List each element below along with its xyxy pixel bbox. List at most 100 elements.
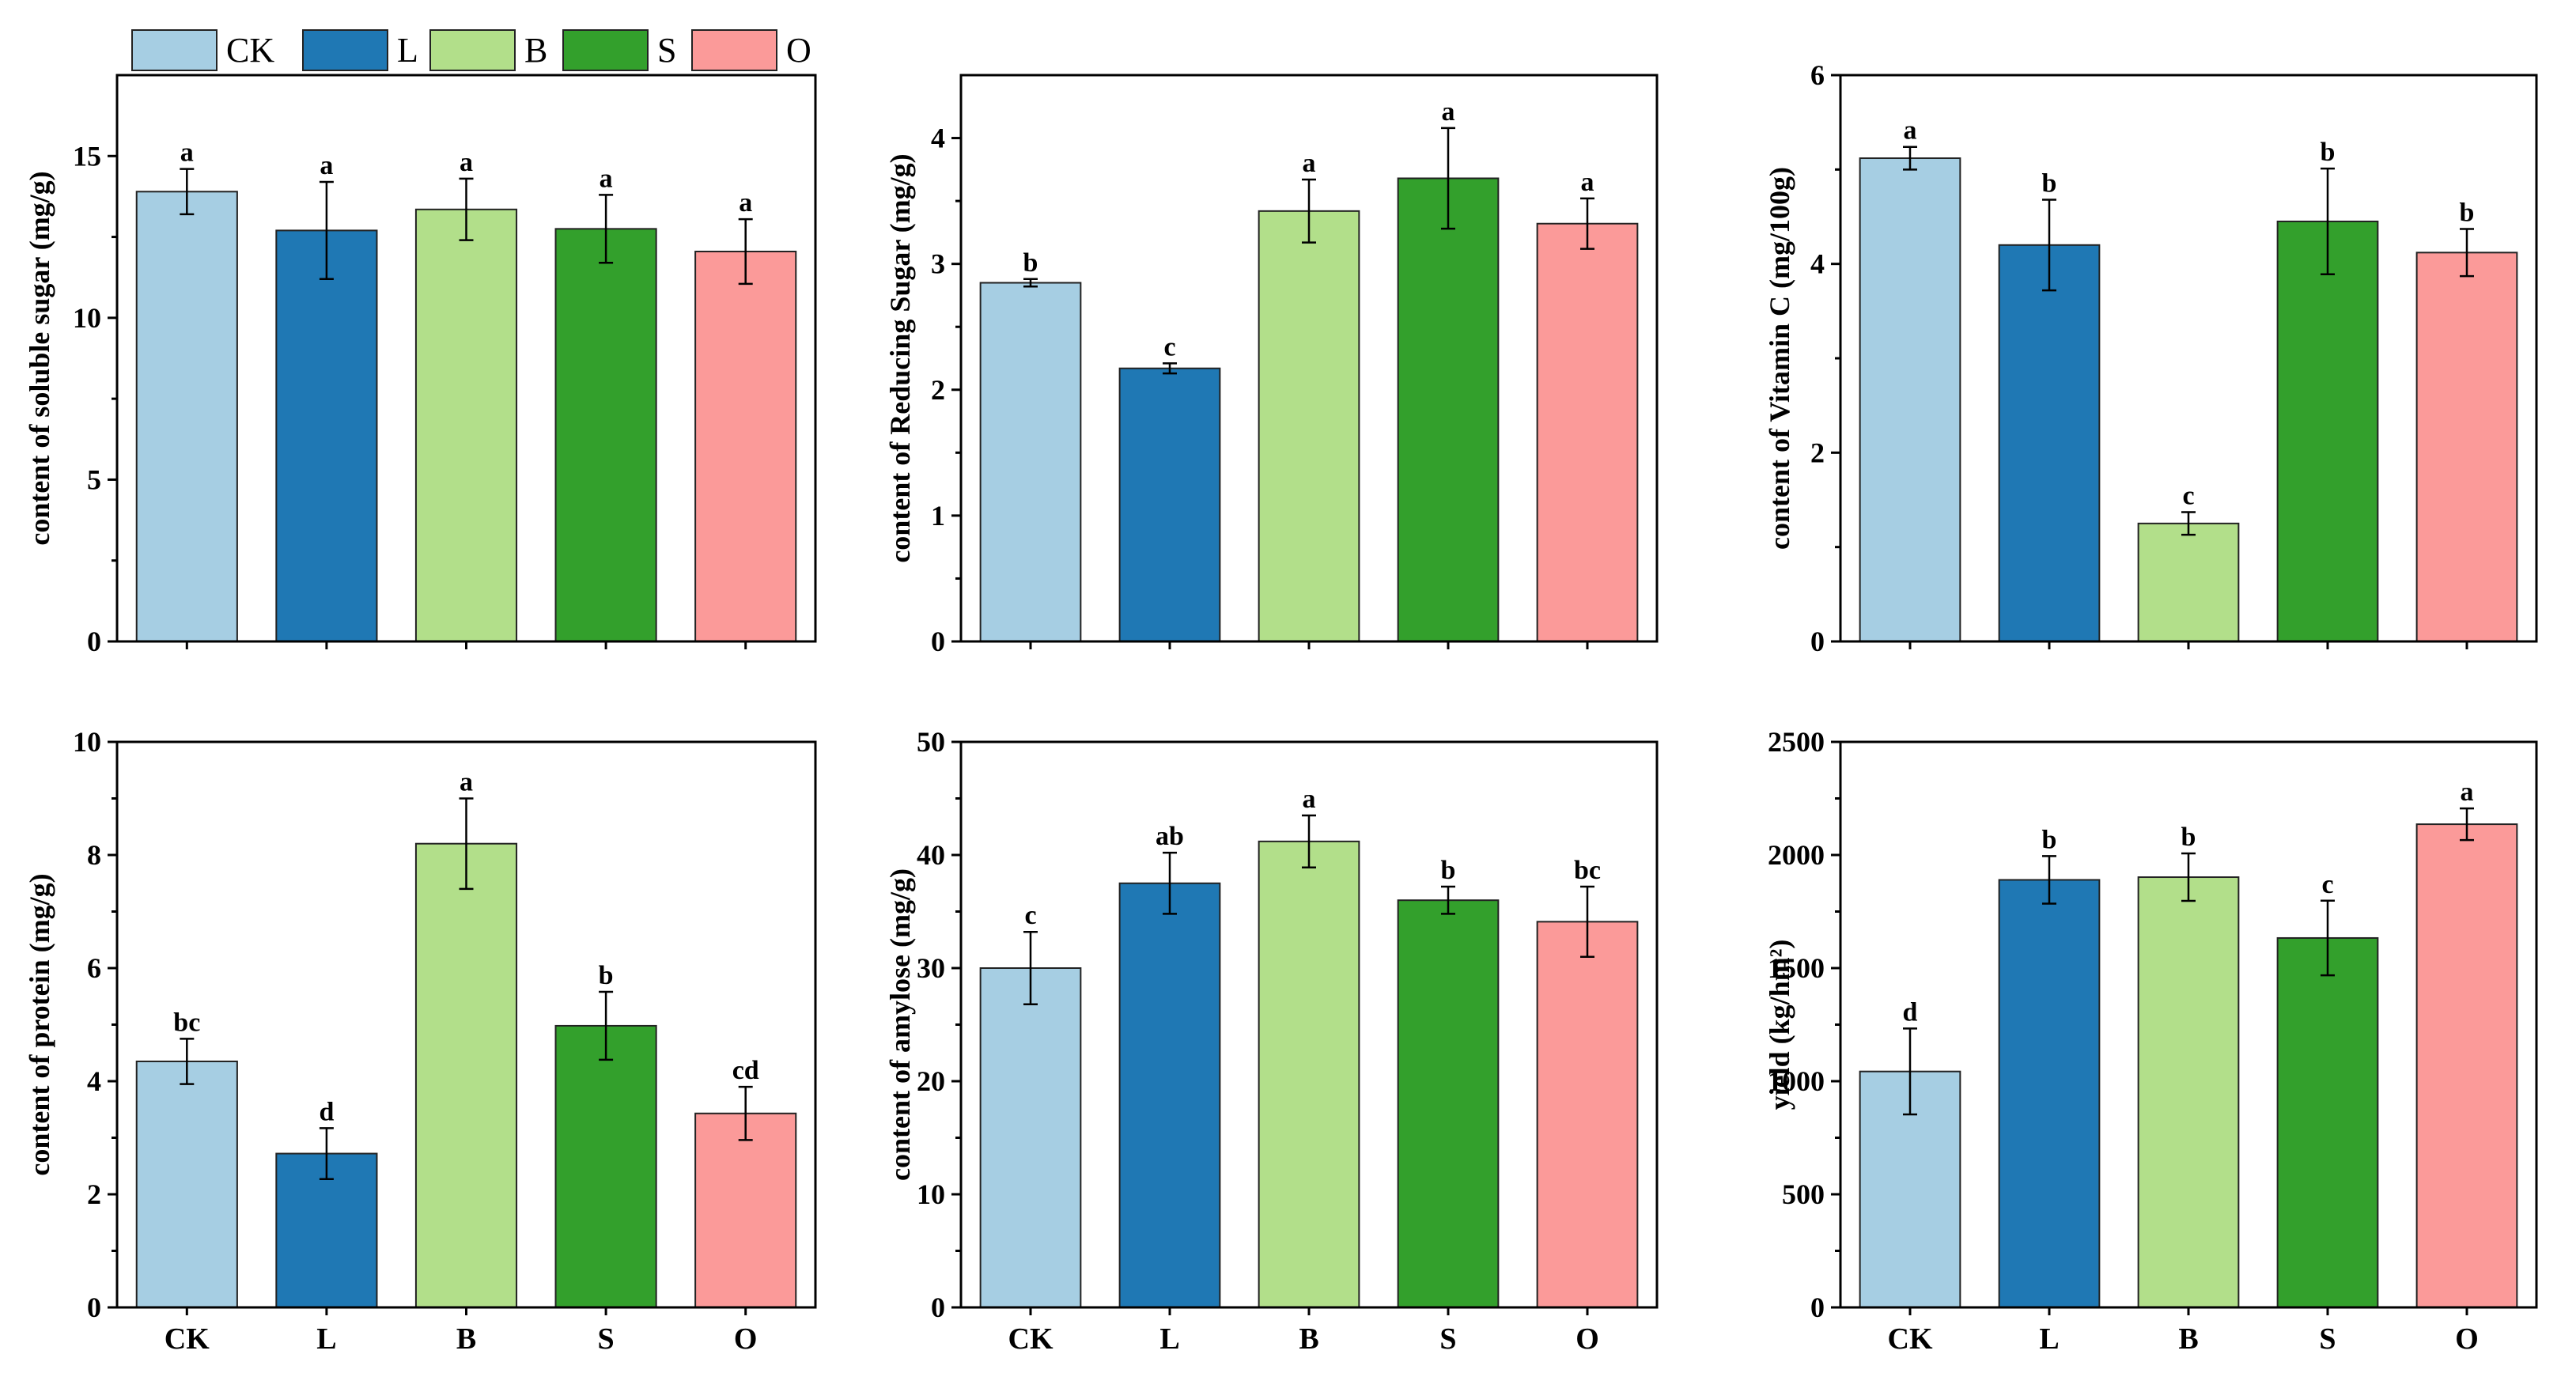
bar-s (2276, 220, 2379, 642)
legend-swatch-s (562, 29, 649, 71)
bar-o (2415, 823, 2518, 1308)
significance-label-o: a (2461, 777, 2474, 807)
error-bar-o (2460, 228, 2474, 278)
legend-label-s: S (657, 31, 676, 70)
significance-label-b: a (460, 768, 473, 797)
legend-label-ck: CK (226, 31, 274, 70)
error-bar-o (2460, 807, 2474, 842)
chart-panel-5: c CK ab La Bb Sbc O 0 10 20 30 40 50 content of amylo… (884, 726, 1659, 1356)
bar-b (2137, 876, 2240, 1308)
bar-ck (979, 282, 1082, 642)
error-bar-ck (1903, 1027, 1917, 1116)
significance-label-o: bc (1574, 856, 1601, 885)
x-tick-label-b: B (2178, 1322, 2198, 1356)
y-tick-label: 5 (87, 463, 101, 495)
legend-swatch-o (691, 29, 777, 71)
error-bar-ck (180, 1038, 195, 1085)
error-bar-b (2181, 511, 2196, 536)
significance-label-b: a (460, 148, 473, 177)
x-tick-label-s: S (2319, 1322, 2336, 1356)
y-tick-label: 0 (87, 1292, 101, 1323)
chart-panel-4: bc CK d La Bb Scd O 0 2 4 6 8 10 content of protein (… (24, 726, 817, 1356)
error-bar-ck (1903, 146, 1917, 171)
y-tick-label: 40 (917, 839, 945, 871)
x-tick-label-ck: CK (1008, 1322, 1053, 1356)
error-bar-l (319, 180, 334, 281)
error-bar-l (1163, 851, 1177, 915)
bar-ck (135, 1060, 238, 1308)
bar-o (694, 1112, 797, 1308)
chart-panel-1: a a a a a 0 5 10 15 content of soluble sugar (mg/… (24, 74, 817, 657)
significance-label-l: c (1163, 332, 1175, 361)
x-tick-label-ck: CK (1888, 1322, 1933, 1356)
significance-label-ck: d (1903, 997, 1918, 1027)
error-bar-o (738, 218, 753, 286)
bar-ck (979, 967, 1082, 1308)
error-bar-ck (180, 168, 195, 216)
y-tick-label: 2 (1810, 437, 1825, 468)
significance-label-ck: bc (173, 1008, 200, 1037)
y-tick-label: 6 (87, 952, 101, 984)
error-bar-o (1580, 197, 1594, 250)
y-tick-label: 50 (917, 726, 945, 758)
significance-label-l: ab (1156, 822, 1184, 851)
legend-label-l: L (397, 31, 418, 70)
x-tick-label-ck: CK (165, 1322, 210, 1356)
y-axis-label: content of Reducing Sugar (mg/g) (884, 153, 916, 562)
x-tick-label-l: L (2039, 1322, 2059, 1356)
significance-label-s: a (600, 164, 613, 193)
y-tick-label: 2 (931, 374, 945, 406)
significance-label-b: a (1303, 149, 1316, 178)
bar-s (2276, 936, 2379, 1309)
error-bar-o (738, 1085, 753, 1141)
plot-frame (115, 740, 817, 1309)
x-tick-label-b: B (456, 1322, 476, 1356)
significance-label-o: a (1581, 168, 1594, 197)
error-bar-s (1441, 127, 1455, 230)
legend-swatch-b (429, 29, 516, 71)
y-tick-label: 15 (73, 140, 101, 172)
significance-label-s: a (1442, 97, 1455, 127)
significance-label-b: b (2181, 823, 2196, 852)
chart-panel-2: b c a a a 0 1 2 3 4 content of Reducing Sugar (mg/… (884, 74, 1659, 657)
x-tick-label-o: O (734, 1322, 758, 1356)
error-bar-l (2042, 199, 2056, 292)
y-tick-label: 0 (1810, 1292, 1825, 1323)
bar-l (1118, 882, 1221, 1308)
bar-ck (135, 191, 238, 642)
error-bar-b (459, 797, 474, 891)
error-bar-s (2321, 167, 2335, 276)
error-bar-l (319, 1127, 334, 1180)
plot-frame (959, 740, 1659, 1309)
y-tick-label: 10 (73, 726, 101, 758)
legend-swatch-l (302, 29, 388, 71)
x-tick-label-o: O (2455, 1322, 2479, 1356)
error-bar-o (1580, 885, 1594, 958)
error-bar-s (1441, 885, 1455, 915)
legend-item-ck: CK (131, 29, 274, 71)
plot-frame (959, 74, 1659, 643)
y-tick-label: 2000 (1768, 839, 1825, 871)
y-tick-label: 30 (917, 952, 945, 984)
y-tick-label: 8 (87, 839, 101, 871)
legend-item-l: L (302, 29, 418, 71)
significance-label-o: cd (732, 1056, 759, 1085)
y-tick-label: 0 (87, 626, 101, 657)
significance-label-s: b (2321, 138, 2336, 167)
bar-s (554, 228, 657, 643)
significance-label-ck: a (180, 138, 194, 168)
legend-item-b: B (429, 29, 547, 71)
bar-s (554, 1024, 657, 1309)
significance-label-o: b (2460, 199, 2475, 228)
y-tick-label: 10 (73, 302, 101, 334)
bar-s (1397, 899, 1500, 1308)
legend-label-o: O (786, 31, 811, 70)
plot-frame (1839, 74, 2538, 643)
significance-label-ck: a (1904, 116, 1917, 146)
significance-label-ck: b (1023, 248, 1038, 278)
y-tick-label: 4 (1810, 248, 1825, 280)
bar-b (2137, 522, 2240, 642)
significance-label-s: c (2321, 870, 2333, 899)
y-tick-label: 1000 (1768, 1065, 1825, 1097)
